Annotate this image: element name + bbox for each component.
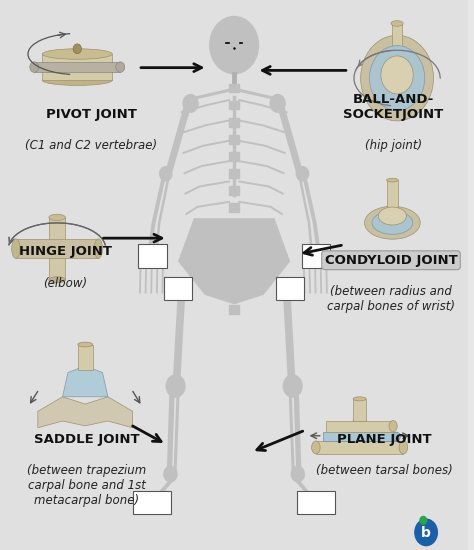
Circle shape — [160, 167, 172, 181]
Ellipse shape — [49, 277, 65, 283]
Text: (hip joint): (hip joint) — [365, 139, 422, 152]
Text: (C1 and C2 vertebrae): (C1 and C2 vertebrae) — [25, 139, 157, 152]
Circle shape — [164, 466, 177, 482]
Text: b: b — [421, 526, 431, 540]
Circle shape — [270, 95, 285, 112]
Bar — [229, 84, 239, 92]
FancyBboxPatch shape — [164, 277, 192, 300]
Bar — [229, 220, 239, 229]
Text: BALL-AND-
SOCKETJOINT: BALL-AND- SOCKETJOINT — [343, 93, 444, 121]
Bar — [229, 288, 239, 297]
Bar — [229, 271, 239, 280]
Circle shape — [420, 516, 427, 524]
Ellipse shape — [42, 49, 112, 59]
Circle shape — [415, 519, 438, 546]
FancyBboxPatch shape — [297, 491, 335, 514]
Ellipse shape — [116, 62, 125, 73]
Circle shape — [361, 35, 434, 121]
Circle shape — [183, 95, 198, 112]
Text: (between trapezium
carpal bone and 1st
metacarpal bone): (between trapezium carpal bone and 1st m… — [27, 464, 146, 507]
FancyBboxPatch shape — [301, 244, 330, 268]
Bar — [229, 237, 239, 246]
Circle shape — [166, 375, 185, 397]
FancyBboxPatch shape — [138, 244, 167, 268]
FancyBboxPatch shape — [276, 277, 304, 300]
Bar — [229, 118, 239, 127]
Ellipse shape — [353, 419, 366, 422]
Bar — [229, 135, 239, 144]
Ellipse shape — [378, 207, 406, 225]
Bar — [34, 62, 120, 73]
Text: PIVOT JOINT: PIVOT JOINT — [46, 108, 137, 121]
Text: CONDYLOID JOINT: CONDYLOID JOINT — [325, 254, 457, 267]
Circle shape — [296, 167, 309, 181]
Bar — [49, 250, 65, 280]
Bar — [229, 203, 239, 212]
Ellipse shape — [393, 432, 400, 441]
Bar — [353, 399, 366, 421]
Bar — [229, 254, 239, 263]
Bar — [49, 217, 65, 247]
Circle shape — [291, 466, 304, 482]
Text: HINGE JOINT: HINGE JOINT — [19, 245, 112, 258]
Bar — [42, 54, 112, 80]
Bar — [326, 421, 393, 432]
Text: (elbow): (elbow) — [44, 277, 88, 290]
Circle shape — [210, 16, 258, 74]
Ellipse shape — [78, 367, 92, 372]
Bar — [78, 344, 92, 370]
Bar — [323, 432, 397, 441]
Ellipse shape — [372, 211, 413, 234]
Text: (between tarsal bones): (between tarsal bones) — [316, 464, 452, 477]
Bar — [316, 441, 403, 454]
Bar — [387, 180, 398, 207]
Polygon shape — [38, 397, 133, 428]
Ellipse shape — [49, 214, 65, 221]
Ellipse shape — [94, 239, 102, 258]
Circle shape — [73, 44, 82, 54]
Ellipse shape — [389, 421, 397, 432]
Bar — [229, 152, 239, 161]
Polygon shape — [63, 366, 108, 397]
Bar — [229, 305, 239, 314]
Text: SADDLE JOINT: SADDLE JOINT — [34, 432, 139, 446]
Ellipse shape — [30, 62, 39, 73]
Ellipse shape — [392, 54, 402, 58]
Bar — [16, 239, 99, 258]
Ellipse shape — [387, 178, 398, 182]
Text: PLANE JOINT: PLANE JOINT — [337, 432, 431, 446]
Ellipse shape — [78, 342, 92, 347]
Circle shape — [381, 56, 413, 94]
Bar — [229, 186, 239, 195]
Circle shape — [283, 375, 302, 397]
Text: (between radius and
carpal bones of wrist): (between radius and carpal bones of wris… — [327, 285, 455, 313]
Ellipse shape — [387, 205, 398, 209]
Ellipse shape — [353, 397, 366, 401]
Ellipse shape — [399, 441, 408, 454]
Bar — [392, 24, 402, 56]
Ellipse shape — [391, 21, 403, 26]
Ellipse shape — [311, 441, 320, 454]
Bar — [229, 169, 239, 178]
Polygon shape — [179, 219, 289, 304]
Ellipse shape — [12, 239, 20, 258]
Ellipse shape — [365, 206, 420, 239]
Ellipse shape — [42, 75, 112, 85]
Bar — [229, 101, 239, 109]
FancyBboxPatch shape — [134, 491, 172, 514]
Ellipse shape — [392, 21, 402, 25]
Circle shape — [369, 46, 425, 111]
